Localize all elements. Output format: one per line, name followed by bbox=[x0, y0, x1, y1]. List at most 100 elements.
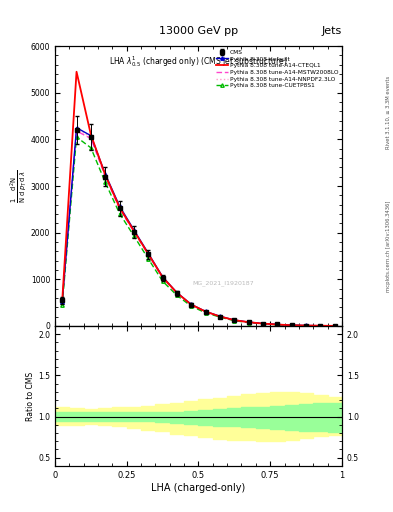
Pythia 8.308 tune-A14-CTEQL1 bbox=[160, 274, 165, 280]
Line: Pythia 8.308 tune-CUETP8S1: Pythia 8.308 tune-CUETP8S1 bbox=[61, 135, 336, 328]
Pythia 8.308 tune-A14-MSTW2008LO bbox=[246, 319, 251, 325]
Pythia 8.308 tune-A14-NNPDF2.3LO bbox=[275, 322, 280, 328]
Pythia 8.308 tune-A14-MSTW2008LO bbox=[318, 323, 323, 329]
Pythia 8.308 tune-A14-NNPDF2.3LO bbox=[261, 321, 265, 327]
Pythia 8.308 tune-CUETP8S1 bbox=[189, 303, 194, 309]
Pythia 8.308 tune-A14-MSTW2008LO bbox=[88, 135, 93, 141]
Pythia 8.308 tune-A14-CTEQL1 bbox=[318, 323, 323, 329]
Text: mcplots.cern.ch [arXiv:1306.3436]: mcplots.cern.ch [arXiv:1306.3436] bbox=[386, 200, 391, 291]
X-axis label: LHA (charged-only): LHA (charged-only) bbox=[151, 482, 246, 493]
Pythia 8.308 default bbox=[318, 323, 323, 329]
Pythia 8.308 tune-A14-MSTW2008LO bbox=[74, 128, 79, 134]
Pythia 8.308 tune-CUETP8S1 bbox=[261, 321, 265, 327]
Pythia 8.308 tune-A14-MSTW2008LO bbox=[132, 229, 136, 235]
Pythia 8.308 tune-A14-MSTW2008LO bbox=[160, 275, 165, 281]
Pythia 8.308 tune-A14-CTEQL1 bbox=[275, 322, 280, 328]
Pythia 8.308 tune-A14-CTEQL1 bbox=[103, 172, 108, 178]
Pythia 8.308 default bbox=[132, 227, 136, 233]
Pythia 8.308 tune-A14-NNPDF2.3LO bbox=[318, 323, 323, 329]
Line: Pythia 8.308 tune-A14-MSTW2008LO: Pythia 8.308 tune-A14-MSTW2008LO bbox=[62, 131, 335, 326]
Pythia 8.308 tune-A14-CTEQL1 bbox=[203, 309, 208, 315]
Pythia 8.308 tune-CUETP8S1 bbox=[218, 314, 222, 320]
Line: Pythia 8.308 tune-A14-CTEQL1: Pythia 8.308 tune-A14-CTEQL1 bbox=[62, 72, 335, 326]
Pythia 8.308 tune-A14-NNPDF2.3LO bbox=[174, 290, 179, 296]
Pythia 8.308 tune-A14-CTEQL1 bbox=[146, 251, 151, 257]
Pythia 8.308 tune-CUETP8S1 bbox=[232, 317, 237, 324]
Pythia 8.308 tune-CUETP8S1 bbox=[160, 278, 165, 284]
Pythia 8.308 tune-A14-NNPDF2.3LO bbox=[74, 126, 79, 132]
Pythia 8.308 tune-CUETP8S1 bbox=[203, 310, 208, 316]
Pythia 8.308 tune-CUETP8S1 bbox=[74, 134, 79, 140]
Pythia 8.308 tune-CUETP8S1 bbox=[146, 255, 151, 262]
Pythia 8.308 tune-A14-NNPDF2.3LO bbox=[218, 313, 222, 319]
Pythia 8.308 tune-A14-NNPDF2.3LO bbox=[232, 317, 237, 323]
Pythia 8.308 tune-A14-CTEQL1 bbox=[289, 322, 294, 328]
Pythia 8.308 tune-A14-NNPDF2.3LO bbox=[289, 322, 294, 328]
Line: Pythia 8.308 default: Pythia 8.308 default bbox=[61, 126, 336, 328]
Y-axis label: Ratio to CMS: Ratio to CMS bbox=[26, 371, 35, 420]
Pythia 8.308 tune-A14-NNPDF2.3LO bbox=[132, 228, 136, 234]
Text: MG_2021_I1920187: MG_2021_I1920187 bbox=[193, 280, 254, 286]
Pythia 8.308 default bbox=[88, 133, 93, 139]
Pythia 8.308 tune-A14-MSTW2008LO bbox=[275, 322, 280, 328]
Pythia 8.308 tune-A14-CTEQL1 bbox=[174, 290, 179, 296]
Pythia 8.308 tune-A14-MSTW2008LO bbox=[174, 290, 179, 296]
Pythia 8.308 tune-CUETP8S1 bbox=[174, 292, 179, 298]
Pythia 8.308 tune-A14-CTEQL1 bbox=[261, 321, 265, 327]
Pythia 8.308 tune-A14-CTEQL1 bbox=[60, 298, 64, 304]
Pythia 8.308 tune-A14-MSTW2008LO bbox=[60, 299, 64, 305]
Pythia 8.308 default bbox=[232, 317, 237, 323]
Pythia 8.308 default bbox=[60, 298, 64, 305]
Pythia 8.308 tune-A14-CTEQL1 bbox=[74, 69, 79, 75]
Pythia 8.308 default bbox=[246, 319, 251, 325]
Pythia 8.308 tune-A14-MSTW2008LO bbox=[332, 323, 337, 329]
Pythia 8.308 default bbox=[203, 308, 208, 314]
Pythia 8.308 tune-A14-CTEQL1 bbox=[189, 302, 194, 308]
Pythia 8.308 tune-CUETP8S1 bbox=[117, 210, 122, 217]
Pythia 8.308 tune-A14-NNPDF2.3LO bbox=[246, 319, 251, 325]
Pythia 8.308 tune-A14-CTEQL1 bbox=[304, 323, 309, 329]
Text: Rivet 3.1.10, ≥ 3.3M events: Rivet 3.1.10, ≥ 3.3M events bbox=[386, 76, 391, 150]
Pythia 8.308 tune-A14-MSTW2008LO bbox=[146, 251, 151, 258]
Pythia 8.308 default bbox=[117, 203, 122, 209]
Pythia 8.308 tune-A14-MSTW2008LO bbox=[261, 321, 265, 327]
Pythia 8.308 tune-A14-NNPDF2.3LO bbox=[146, 251, 151, 257]
Pythia 8.308 tune-A14-MSTW2008LO bbox=[103, 173, 108, 179]
Pythia 8.308 tune-A14-MSTW2008LO bbox=[289, 322, 294, 328]
Pythia 8.308 tune-A14-MSTW2008LO bbox=[304, 323, 309, 329]
Pythia 8.308 tune-CUETP8S1 bbox=[332, 323, 337, 329]
Pythia 8.308 tune-A14-NNPDF2.3LO bbox=[160, 274, 165, 281]
Pythia 8.308 tune-CUETP8S1 bbox=[304, 323, 309, 329]
Pythia 8.308 tune-CUETP8S1 bbox=[246, 319, 251, 326]
Pythia 8.308 default bbox=[160, 274, 165, 280]
Pythia 8.308 tune-A14-MSTW2008LO bbox=[203, 309, 208, 315]
Pythia 8.308 tune-CUETP8S1 bbox=[275, 322, 280, 328]
Pythia 8.308 tune-A14-NNPDF2.3LO bbox=[203, 309, 208, 315]
Pythia 8.308 default bbox=[289, 322, 294, 328]
Pythia 8.308 default bbox=[74, 124, 79, 131]
Pythia 8.308 tune-CUETP8S1 bbox=[103, 179, 108, 185]
Pythia 8.308 tune-A14-CTEQL1 bbox=[332, 323, 337, 329]
Pythia 8.308 tune-A14-CTEQL1 bbox=[218, 313, 222, 319]
Pythia 8.308 tune-A14-NNPDF2.3LO bbox=[60, 299, 64, 305]
Pythia 8.308 default bbox=[261, 321, 265, 327]
Pythia 8.308 tune-A14-CTEQL1 bbox=[132, 228, 136, 234]
Pythia 8.308 tune-A14-MSTW2008LO bbox=[232, 317, 237, 324]
Pythia 8.308 default bbox=[174, 290, 179, 296]
Pythia 8.308 tune-A14-NNPDF2.3LO bbox=[304, 323, 309, 329]
Text: Jets: Jets bbox=[321, 26, 342, 36]
Pythia 8.308 tune-A14-CTEQL1 bbox=[88, 132, 93, 138]
Pythia 8.308 tune-A14-CTEQL1 bbox=[246, 319, 251, 325]
Pythia 8.308 default bbox=[146, 250, 151, 257]
Pythia 8.308 tune-CUETP8S1 bbox=[318, 323, 323, 329]
Pythia 8.308 tune-A14-NNPDF2.3LO bbox=[103, 172, 108, 178]
Pythia 8.308 tune-A14-NNPDF2.3LO bbox=[117, 205, 122, 211]
Pythia 8.308 default bbox=[304, 323, 309, 329]
Pythia 8.308 tune-A14-MSTW2008LO bbox=[117, 206, 122, 212]
Pythia 8.308 default bbox=[332, 323, 337, 329]
Pythia 8.308 tune-A14-MSTW2008LO bbox=[189, 302, 194, 308]
Text: LHA $\lambda^1_{0.5}$ (charged only) (CMS jet substructure): LHA $\lambda^1_{0.5}$ (charged only) (CM… bbox=[109, 54, 288, 70]
Pythia 8.308 default bbox=[275, 322, 280, 328]
Legend: CMS, Pythia 8.308 default, Pythia 8.308 tune-A14-CTEQL1, Pythia 8.308 tune-A14-M: CMS, Pythia 8.308 default, Pythia 8.308 … bbox=[214, 48, 340, 90]
Pythia 8.308 default bbox=[189, 302, 194, 308]
